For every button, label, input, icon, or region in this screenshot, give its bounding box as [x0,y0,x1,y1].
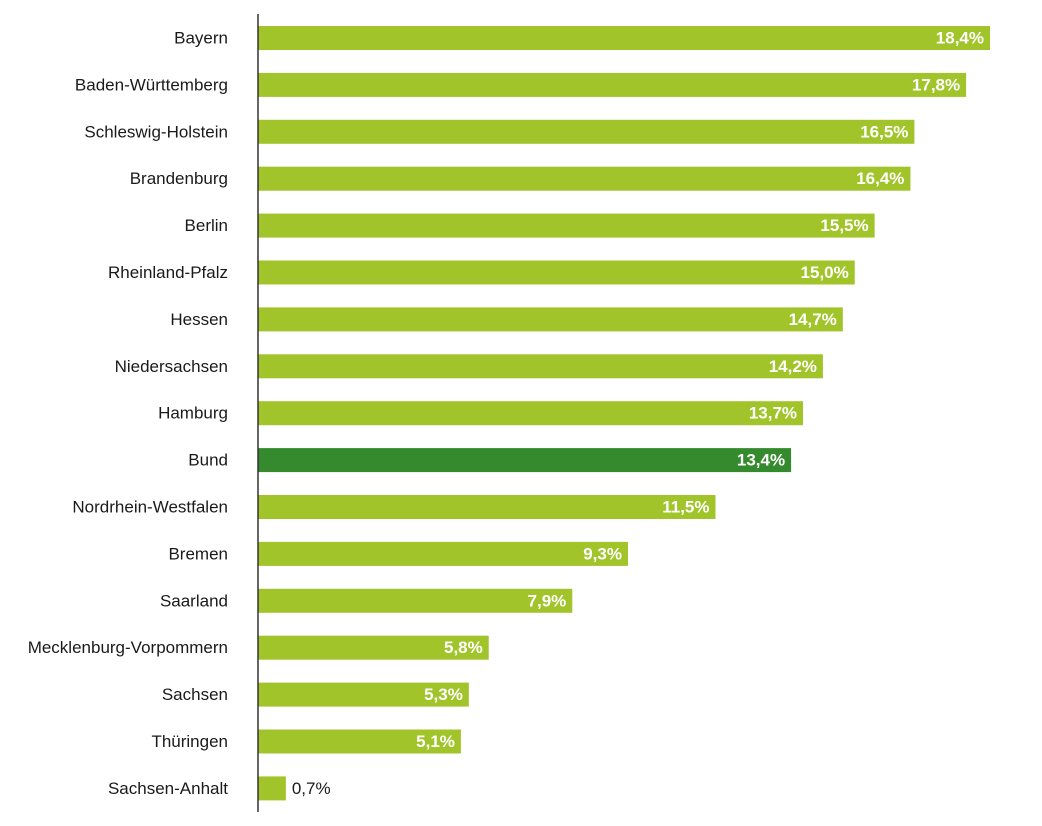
value-label-berlin: 15,5% [820,216,868,235]
category-labels: Bayern Baden-Württemberg Schleswig-Holstei… [28,29,229,798]
category-label-thüringen: Thüringen [151,732,228,751]
value-label-brandenburg: 16,4% [856,169,904,188]
bar-thüringen [258,729,461,754]
bar-brandenburg [258,166,911,191]
bar-schleswig-holstein [258,119,915,144]
bar-nordrhein-westfalen [258,495,716,519]
category-label-brandenburg: Brandenburg [130,169,228,188]
category-label-nordrhein-westfalen: Nordrhein-Westfalen [72,498,228,517]
value-label-bremen: 9,3% [583,544,622,563]
category-label-saarland: Saarland [160,591,228,610]
category-label-schleswig-holstein: Schleswig-Holstein [84,122,228,141]
category-label-mecklenburg-vorpommern: Mecklenburg-Vorpommern [28,638,228,657]
category-label-bund: Bund [188,451,228,470]
value-label-schleswig-holstein: 16,5% [860,122,908,141]
category-label-berlin: Berlin [185,216,228,235]
category-label-baden-württemberg: Baden-Württemberg [75,75,228,94]
value-label-saarland: 7,9% [528,591,567,610]
category-label-rheinland-pfalz: Rheinland-Pfalz [108,263,228,282]
value-label-thüringen: 5,1% [416,732,455,751]
value-label-nordrhein-westfalen: 11,5% [662,498,709,517]
bar-bremen [258,541,628,566]
value-label-baden-württemberg: 17,8% [912,75,960,94]
bar-saarland [258,588,573,613]
category-label-hamburg: Hamburg [158,404,228,423]
category-label-bayern: Bayern [174,29,228,48]
bar-baden-württemberg [258,72,967,97]
bar-bund [258,448,792,473]
value-label-bayern: 18,4% [936,29,984,48]
bar-bayern [258,26,990,50]
value-labels: 18,4% 17,8% 16,5% 16,4% 15,5% 15,0% 14,7% 14,2%… [292,29,984,798]
value-label-bund: 13,4% [737,451,785,470]
category-label-bremen: Bremen [168,544,228,563]
category-label-sachsen: Sachsen [162,685,228,704]
category-label-sachsen-anhalt: Sachsen-Anhalt [108,779,228,798]
bars-layer [258,26,990,801]
value-label-hessen: 14,7% [789,310,837,329]
value-label-sachsen: 5,3% [424,685,463,704]
bar-hamburg [258,401,804,426]
category-label-niedersachsen: Niedersachsen [115,357,228,376]
category-label-hessen: Hessen [170,310,228,329]
bar-berlin [258,213,875,238]
value-label-mecklenburg-vorpommern: 5,8% [444,638,483,657]
value-label-niedersachsen: 14,2% [769,357,817,376]
bar-niedersachsen [258,354,823,379]
value-label-rheinland-pfalz: 15,0% [801,263,849,282]
bar-mecklenburg-vorpommern [258,635,489,660]
value-label-sachsen-anhalt: 0,7% [292,779,331,798]
bar-hessen [258,307,843,332]
value-label-hamburg: 13,7% [749,404,797,423]
bar-rheinland-pfalz [258,260,855,285]
bar-sachsen [258,682,469,707]
bar-sachsen-anhalt [258,776,286,801]
